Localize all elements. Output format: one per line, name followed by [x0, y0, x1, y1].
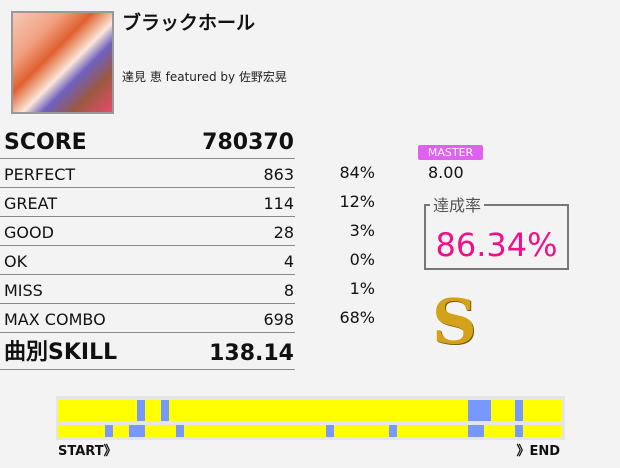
judgement-label: MAX COMBO: [4, 310, 106, 329]
judgement-percent: 68%: [339, 308, 375, 327]
timeline-marker: [467, 400, 491, 421]
judgement-row: GREAT 114: [0, 187, 295, 217]
album-jacket: [11, 11, 114, 114]
judgement-count: 698: [263, 310, 294, 329]
judgement-label: MISS: [4, 281, 43, 300]
skill-label: 曲別SKILL: [4, 340, 118, 365]
timeline-marker: [515, 400, 524, 421]
judgement-count: 4: [283, 252, 294, 271]
timeline-marker: [467, 425, 484, 437]
timeline-marker: [160, 400, 169, 421]
start-label: START》: [58, 444, 117, 459]
timeline-bottom-track: [58, 425, 562, 437]
judgement-percent: 84%: [339, 163, 375, 182]
timeline-marker: [175, 425, 184, 437]
judgement-count: 8: [283, 281, 294, 300]
timeline-marker: [389, 425, 398, 437]
song-title: ブラックホール: [122, 12, 256, 34]
judgement-row: MAX COMBO 698: [0, 303, 295, 333]
timeline-marker: [104, 425, 113, 437]
judgement-count: 28: [273, 223, 294, 242]
timeline-marker: [326, 425, 335, 437]
judgement-label: GREAT: [4, 194, 58, 213]
judgement-count: 863: [263, 165, 294, 184]
achievement-label: 達成率: [430, 192, 485, 216]
judgement-label: GOOD: [4, 223, 54, 242]
judgement-row: GOOD 28: [0, 216, 295, 246]
difficulty-level: 8.00: [428, 163, 464, 182]
judgement-percent: 1%: [349, 279, 375, 298]
timeline-bars: [56, 396, 565, 440]
timeline-top-track: [58, 400, 562, 421]
end-label: 》END: [516, 444, 560, 459]
achievement-box: [424, 204, 569, 270]
judgement-count: 114: [263, 194, 294, 213]
judgement-percent: 12%: [339, 192, 375, 211]
skill-row: 曲別SKILL 138.14: [0, 333, 295, 370]
judgement-percent: 3%: [349, 221, 375, 240]
score-row: SCORE 780370: [0, 126, 295, 159]
skill-value: 138.14: [209, 341, 294, 366]
difficulty-badge: MASTER: [418, 145, 483, 160]
rank-grade: S: [432, 285, 477, 358]
timeline-marker: [137, 400, 146, 421]
judgement-percent: 0%: [349, 250, 375, 269]
judgement-row: PERFECT 863: [0, 158, 295, 188]
timeline-marker: [515, 425, 524, 437]
score-label: SCORE: [4, 130, 87, 155]
score-value: 780370: [202, 130, 294, 155]
timeline-marker: [129, 425, 146, 437]
judgement-row: MISS 8: [0, 274, 295, 304]
judgement-label: PERFECT: [4, 165, 76, 184]
achievement-value: 86.34%: [435, 226, 558, 264]
judgement-label: OK: [4, 252, 28, 271]
song-artist: 達見 恵 featured by 佐野宏晃: [122, 70, 287, 84]
judgement-row: OK 4: [0, 245, 295, 275]
